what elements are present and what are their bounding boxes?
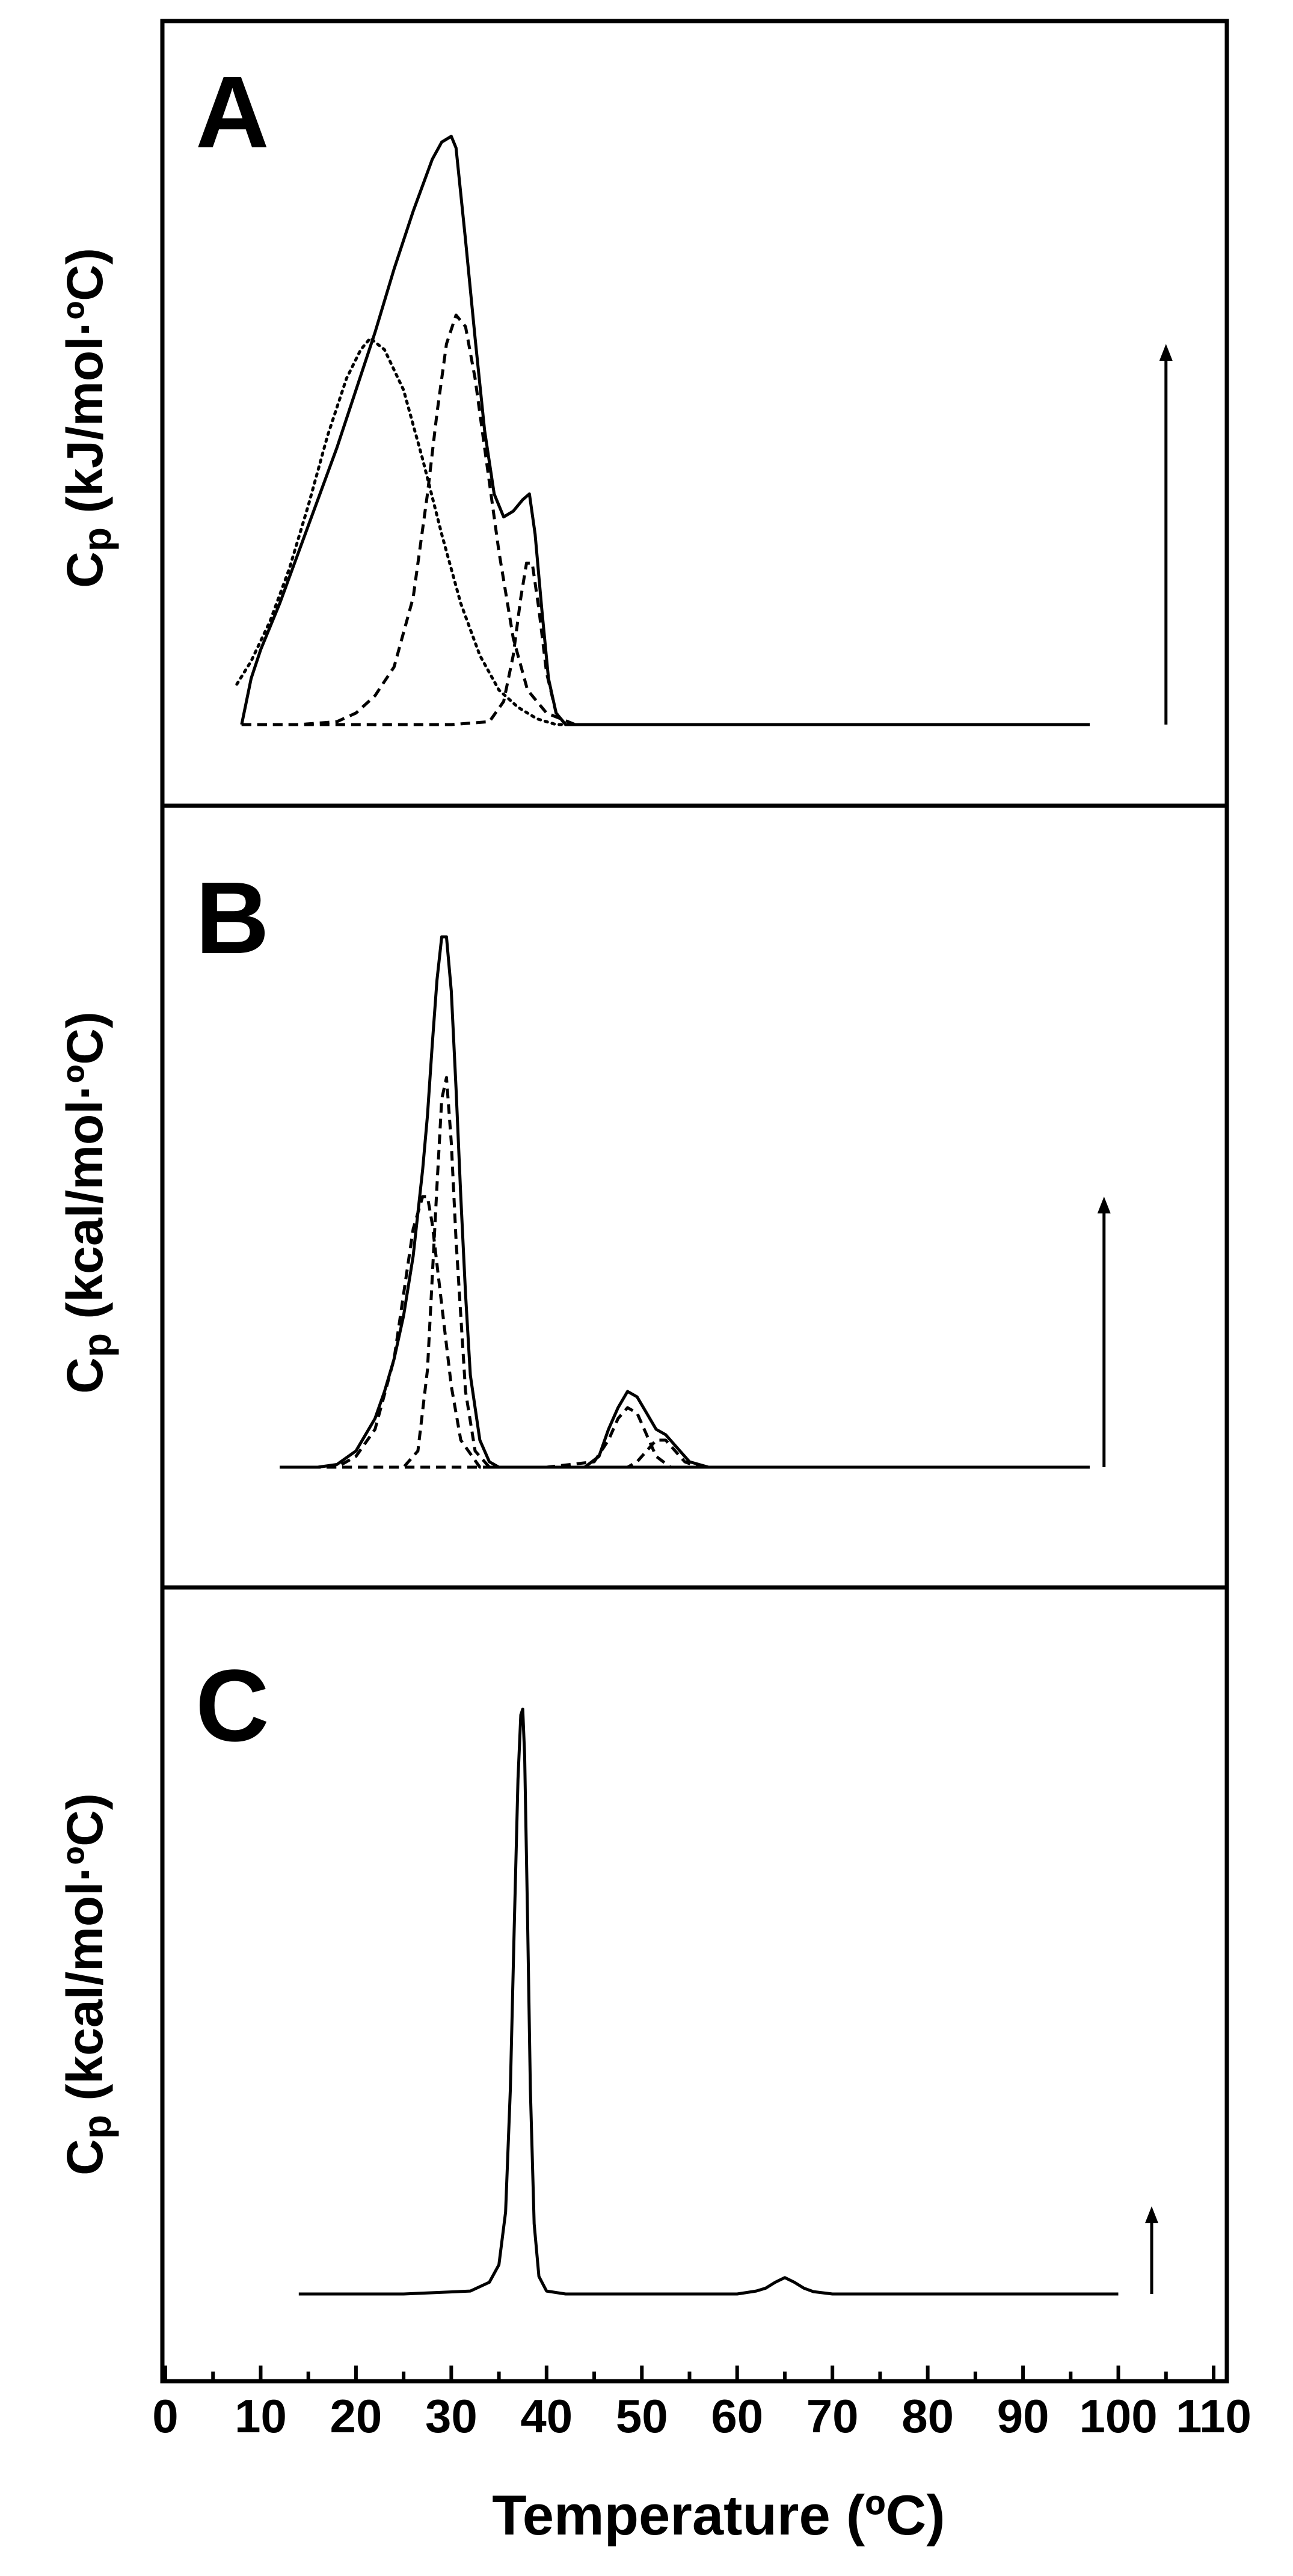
y-label-unit-c: (kcal/mol·ºC) <box>57 1793 113 2115</box>
x-tick-label-40: 40 <box>520 2390 573 2443</box>
x-tick-label-30: 30 <box>425 2390 478 2443</box>
y-label-sub-a: p <box>75 527 119 551</box>
x-tick-label-80: 80 <box>901 2390 954 2443</box>
series-b-5-dashed <box>280 1438 1090 1469</box>
y-axis-label-b: Cp (kcal/mol·ºC) <box>57 1011 119 1394</box>
x-tick-label-100: 100 <box>1079 2390 1157 2443</box>
x-tick-label-0: 0 <box>152 2390 178 2443</box>
x-tick-label-50: 50 <box>616 2390 668 2443</box>
panel-letter-c: C <box>195 1649 269 1763</box>
x-tick-label-90: 90 <box>997 2390 1049 2443</box>
x-axis: 0 10 20 30 40 50 60 70 80 90 100 110 <box>152 2366 1252 2443</box>
y-axis-label-c: Cp (kcal/mol·ºC) <box>57 1793 119 2176</box>
panel-a: A Cp (kJ/mol·ºC) <box>57 55 1173 726</box>
series-a-1-solid <box>240 135 1090 726</box>
scale-arrow-head-c <box>1145 2206 1159 2224</box>
panel-c: C Cp (kcal/mol·ºC) <box>57 1649 1159 2296</box>
scale-arrow-head-b <box>1097 1197 1111 1213</box>
series-layer-c <box>298 1707 1119 2296</box>
y-axis-label-a: Cp (kJ/mol·ºC) <box>57 248 119 588</box>
y-label-main-c: C <box>57 2139 113 2176</box>
y-label-sub-c: p <box>75 2115 119 2139</box>
panel-letter-a: A <box>195 55 269 170</box>
scale-arrow-head-a <box>1159 344 1173 361</box>
series-layer-a <box>235 135 1090 726</box>
x-tick-label-110: 110 <box>1176 2390 1252 2443</box>
y-label-unit-a: (kJ/mol·ºC) <box>57 248 113 527</box>
panel-letter-b: B <box>195 861 269 975</box>
series-layer-b <box>280 935 1090 1469</box>
y-label-sub-b: p <box>75 1333 119 1357</box>
series-b-1-solid <box>280 935 1090 1469</box>
x-tick-label-60: 60 <box>711 2390 763 2443</box>
scale-arrow-c <box>1145 2206 1159 2294</box>
series-c-1-solid <box>298 1707 1119 2296</box>
y-label-main-b: C <box>57 1357 113 1394</box>
x-axis-label: Temperature (ºC) <box>492 2483 945 2547</box>
x-tick-label-10: 10 <box>235 2390 287 2443</box>
y-label-unit-b: (kcal/mol·ºC) <box>57 1011 113 1333</box>
y-label-main-a: C <box>57 551 113 588</box>
x-tick-label-70: 70 <box>806 2390 859 2443</box>
series-b-4-dashed <box>280 1406 1090 1469</box>
series-a-3-dashed <box>241 313 1090 726</box>
panel-b: B Cp (kcal/mol·ºC) <box>57 861 1111 1469</box>
series-a-4-dashed <box>241 562 1090 726</box>
scale-arrow-b <box>1097 1197 1111 1467</box>
scale-arrow-a <box>1159 344 1173 725</box>
series-b-3-dashed <box>280 1076 1090 1469</box>
x-tick-label-20: 20 <box>330 2390 382 2443</box>
series-a-2-dotted <box>235 336 596 726</box>
figure-frame <box>160 19 1229 2384</box>
